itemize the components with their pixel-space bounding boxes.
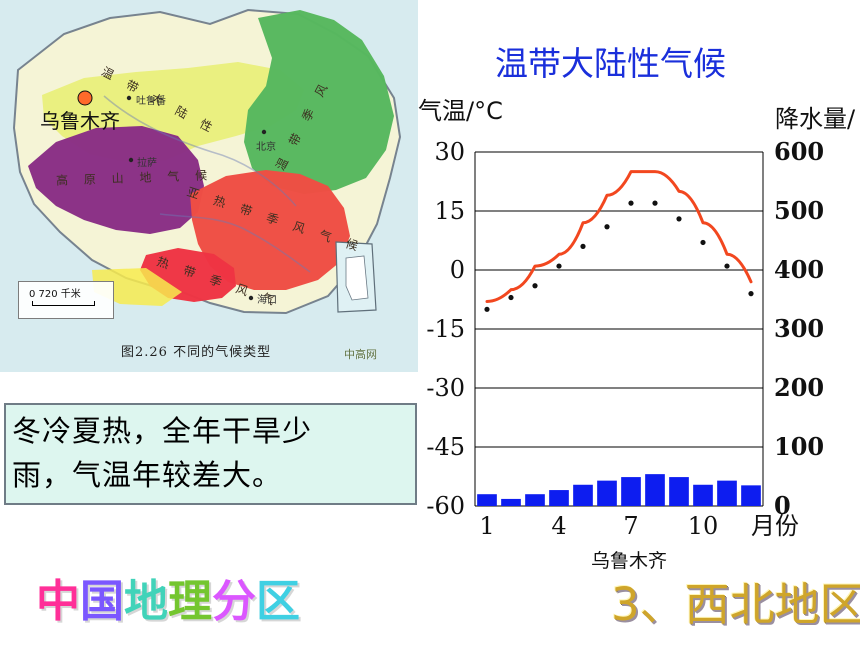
footer-left-char: 理: [168, 576, 212, 627]
subtropical-monsoon-region: [190, 170, 350, 290]
china-climate-map: [0, 0, 418, 372]
precipitation-bar: [741, 485, 761, 506]
climate-summary-box: 冬冷夏热，全年干旱少 雨，气温年较差大。: [4, 403, 417, 505]
chart-title: 温带大陆性气候: [495, 44, 726, 83]
haikou-marker: [248, 295, 254, 301]
precipitation-bar: [669, 477, 689, 506]
left-axis-tick-label: -60: [426, 492, 465, 520]
x-axis-tick-label: 1: [479, 512, 494, 540]
temperature-point: [628, 200, 634, 206]
temperate-monsoon-region: [244, 10, 394, 194]
precipitation-bar: [597, 480, 617, 506]
right-axis-tick-label: 500: [774, 196, 824, 225]
plateau-mountain-region: [28, 126, 204, 234]
precipitation-bar: [693, 484, 713, 506]
footer-right-title: 3、西北地区: [611, 578, 860, 631]
subtropical-monsoon-label: 亚 热 带 季 风 气 候: [185, 184, 366, 256]
climate-map: 温 带 大 陆 性 高 原 山 地 气 候 温 带 季 风 亚 热 带 季 风 …: [0, 0, 418, 372]
precipitation-bar: [645, 474, 665, 506]
x-axis-tick-label: 10: [688, 512, 719, 540]
climate-chart: 30 15 0 -15 -30 -45 -60 600 500 400 300 200 100 0 气温/°…: [418, 97, 856, 572]
temperature-point: [556, 263, 562, 269]
footer-left-char: 地: [124, 576, 168, 627]
footer-left-title: 中国地理分区: [36, 580, 300, 624]
temperature-point: [748, 291, 754, 297]
temperature-point: [532, 283, 538, 289]
temperature-line: [485, 170, 753, 303]
temperature-point: [508, 294, 514, 301]
right-axis-tick-label: 600: [774, 137, 824, 166]
climate-summary-text: 冬冷夏热，全年干旱少 雨，气温年较差大。: [12, 414, 313, 492]
precipitation-bar: [573, 484, 593, 506]
turpan-marker: [126, 95, 132, 101]
left-axis-title: 气温/°C: [418, 97, 503, 125]
temperature-point: [724, 263, 730, 269]
lhasa-marker: [128, 157, 134, 163]
x-axis-tick-label: 7: [623, 512, 638, 540]
footer-left-char: 分: [212, 576, 256, 627]
precipitation-bar: [717, 480, 737, 506]
temperature-point: [604, 224, 610, 230]
temperature-point: [580, 243, 586, 249]
right-axis-tick-label: 400: [774, 255, 824, 284]
watermark: 中高网: [344, 348, 377, 361]
precipitation-bar: [477, 494, 497, 506]
urumqi-label: 乌鲁木齐: [40, 109, 120, 133]
river-line-1: [103, 95, 297, 207]
right-axis-tick-label: 300: [774, 314, 824, 343]
x-axis-tick-label: 4: [551, 512, 566, 540]
left-axis-tick-label: -30: [426, 374, 465, 402]
temperature-point: [652, 200, 658, 206]
beijing-label: 北京: [256, 142, 276, 153]
footer-left-char: 中: [36, 576, 80, 627]
right-axis-tick-label: 200: [774, 373, 824, 402]
temperate-monsoon-label: 温 带 季 风: [273, 76, 334, 173]
southern-boundary-area: [92, 268, 182, 306]
river-line-2: [159, 213, 311, 273]
right-axis-title: 降水量/: [775, 105, 856, 133]
precipitation-bar: [525, 494, 545, 506]
beijing-marker: [261, 129, 267, 135]
precipitation-bar: [501, 498, 521, 506]
chart-location-label: 乌鲁木齐: [591, 550, 667, 572]
left-axis-tick-label: 0: [450, 256, 465, 284]
map-region-labels: 温 带 大 陆 性 高 原 山 地 气 候 温 带 季 风 亚 热 带 季 风 …: [0, 0, 418, 372]
right-axis-tick-label: 0: [774, 491, 791, 520]
map-scale: 0 720 千米: [18, 281, 114, 319]
temperature-point: [484, 306, 490, 312]
scale-text: 0 720 千米: [29, 289, 81, 300]
left-axis-tick-label: -15: [426, 315, 465, 343]
footer-left-char: 国: [80, 576, 124, 627]
precipitation-bar: [549, 490, 569, 506]
left-axis-tick-label: 30: [434, 138, 465, 166]
urumqi-marker: [77, 90, 93, 106]
left-axis-tick-label: 15: [434, 197, 465, 225]
lhasa-label: 拉萨: [137, 158, 157, 169]
map-caption: 图2.26 不同的气候类型: [121, 345, 272, 360]
right-axis-tick-label: 100: [774, 432, 824, 461]
left-axis-tick-label: -45: [426, 433, 465, 461]
footer-left-char: 区: [256, 576, 300, 627]
turpan-label: 吐鲁番: [136, 96, 166, 107]
temperature-point: [700, 239, 706, 246]
precipitation-bar: [621, 477, 641, 506]
haikou-label: 海口: [257, 295, 277, 306]
south-sea-islands: [345, 255, 369, 301]
x-axis-unit-label: 月份: [751, 512, 799, 540]
scale-bar: [32, 301, 95, 306]
temperature-point: [676, 216, 682, 222]
